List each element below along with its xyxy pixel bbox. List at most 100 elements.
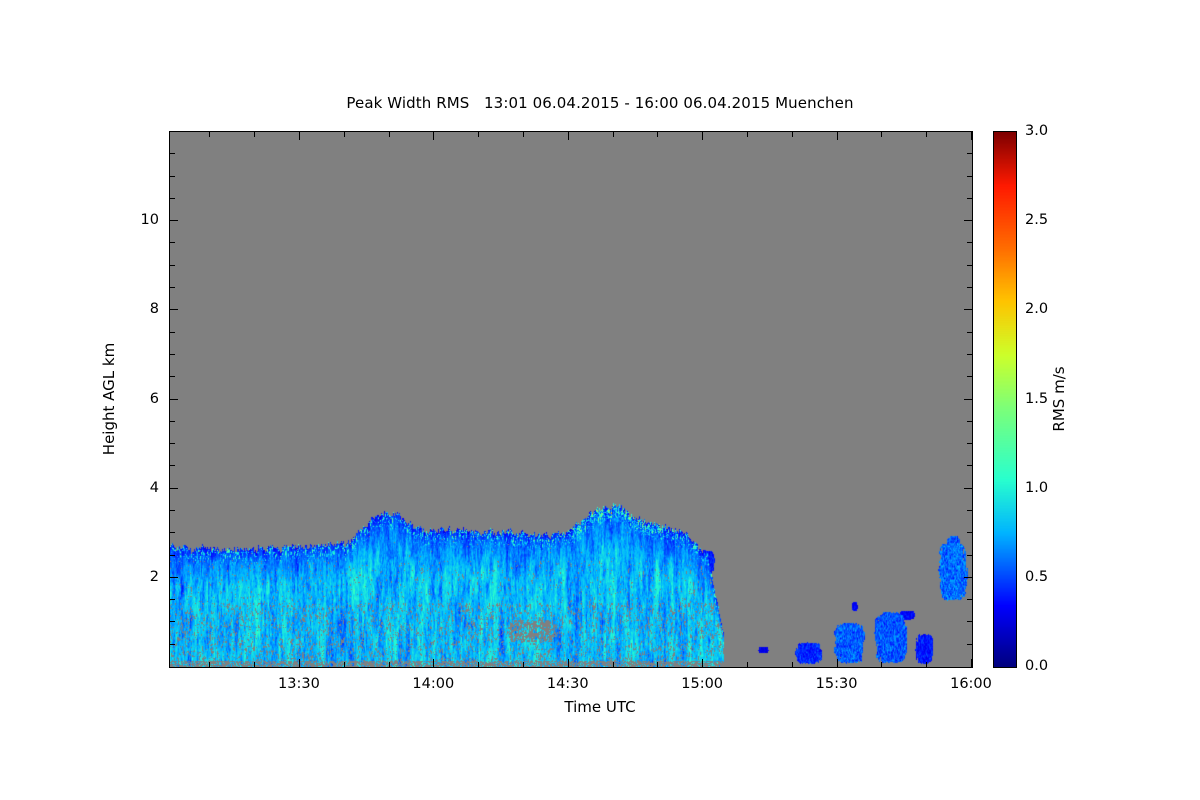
y-tick-right <box>964 577 972 578</box>
x-tick <box>613 662 614 667</box>
y-tick <box>170 443 175 444</box>
x-tick-top <box>389 132 390 137</box>
y-tick-right <box>967 153 972 154</box>
x-tick-top <box>344 132 345 137</box>
y-tick-right <box>967 644 972 645</box>
x-tick <box>389 662 390 667</box>
y-tick-right <box>967 421 972 422</box>
y-tick-right <box>967 465 972 466</box>
heatmap-plot-area[interactable] <box>169 131 973 668</box>
y-tick <box>170 399 178 400</box>
x-axis-label: Time UTC <box>564 698 636 716</box>
y-tick-right <box>964 220 972 221</box>
y-tick-right <box>967 532 972 533</box>
colorbar-tick-label: 2.5 <box>1025 212 1049 229</box>
y-tick <box>170 488 178 489</box>
x-tick-top <box>478 132 479 137</box>
x-tick <box>568 659 569 667</box>
y-tick-right <box>967 265 972 266</box>
colorbar-tick-label: 1.0 <box>1025 479 1049 496</box>
y-tick-right <box>967 599 972 600</box>
y-tick <box>170 532 175 533</box>
x-tick-top <box>568 132 569 140</box>
x-tick <box>254 662 255 667</box>
y-tick-label: 10 <box>140 212 159 229</box>
x-tick-top <box>299 132 300 140</box>
x-tick-top <box>837 132 838 140</box>
y-tick-right <box>967 621 972 622</box>
y-tick <box>170 332 175 333</box>
y-tick <box>170 309 178 310</box>
x-tick-top <box>926 132 927 137</box>
x-tick <box>433 659 434 667</box>
x-tick-label: 14:30 <box>546 676 589 692</box>
colorbar-tick-label: 0.5 <box>1025 568 1049 585</box>
x-tick-top <box>657 132 658 137</box>
y-tick <box>170 265 175 266</box>
x-tick <box>837 659 838 667</box>
x-tick-top <box>433 132 434 140</box>
y-tick-label: 8 <box>149 301 159 318</box>
colorbar-tick-label: 1.5 <box>1025 390 1049 407</box>
x-tick <box>657 662 658 667</box>
page-title: Peak Width RMS 13:01 06.04.2015 - 16:00 … <box>346 94 854 112</box>
x-tick <box>478 662 479 667</box>
y-tick <box>170 287 175 288</box>
y-tick <box>170 153 175 154</box>
x-tick <box>747 662 748 667</box>
y-tick-right <box>967 287 972 288</box>
x-tick-top <box>523 132 524 137</box>
y-tick-right <box>967 242 972 243</box>
x-tick-label: 14:00 <box>412 676 455 692</box>
x-tick <box>971 659 972 667</box>
y-tick <box>170 131 178 132</box>
colorbar-tick-label: 2.0 <box>1025 301 1049 318</box>
y-tick-right <box>967 354 972 355</box>
y-tick-label: 2 <box>149 568 159 585</box>
y-tick-label: 4 <box>149 479 159 496</box>
x-tick-label: 13:30 <box>278 676 320 692</box>
x-tick <box>881 662 882 667</box>
x-tick-top <box>209 132 210 137</box>
y-tick <box>170 354 175 355</box>
y-tick-right <box>964 399 972 400</box>
y-tick <box>170 176 175 177</box>
y-tick <box>170 421 175 422</box>
x-tick <box>926 662 927 667</box>
heatmap-data-layer <box>170 132 972 667</box>
y-tick-right <box>967 176 972 177</box>
y-tick-right <box>967 510 972 511</box>
x-tick <box>792 662 793 667</box>
colorbar-label: RMS m/s <box>1050 365 1068 432</box>
y-tick <box>170 220 178 221</box>
x-tick <box>209 662 210 667</box>
x-tick-label: 15:00 <box>681 676 724 692</box>
colorbar-tick-label: 0.0 <box>1025 658 1049 674</box>
x-tick-label: 16:00 <box>950 676 992 692</box>
y-tick <box>170 599 175 600</box>
y-tick <box>170 198 175 199</box>
x-tick-top <box>747 132 748 137</box>
y-tick <box>170 644 175 645</box>
y-tick-label: 6 <box>149 390 159 407</box>
y-tick <box>170 465 175 466</box>
y-axis-label: Height AGL km <box>100 342 118 455</box>
colorbar[interactable] <box>993 131 1017 668</box>
y-tick <box>170 510 175 511</box>
y-tick-right <box>967 376 972 377</box>
y-tick <box>170 376 175 377</box>
y-tick <box>170 242 175 243</box>
y-tick-right <box>964 309 972 310</box>
x-tick <box>702 659 703 667</box>
y-tick-right <box>967 198 972 199</box>
y-tick-right <box>964 488 972 489</box>
x-tick-label: 15:30 <box>815 676 858 692</box>
y-tick <box>170 621 175 622</box>
y-tick <box>170 555 175 556</box>
x-tick <box>344 662 345 667</box>
x-tick-top <box>881 132 882 137</box>
y-tick <box>170 577 178 578</box>
colorbar-tick-label: 3.0 <box>1025 123 1049 139</box>
x-tick <box>299 659 300 667</box>
